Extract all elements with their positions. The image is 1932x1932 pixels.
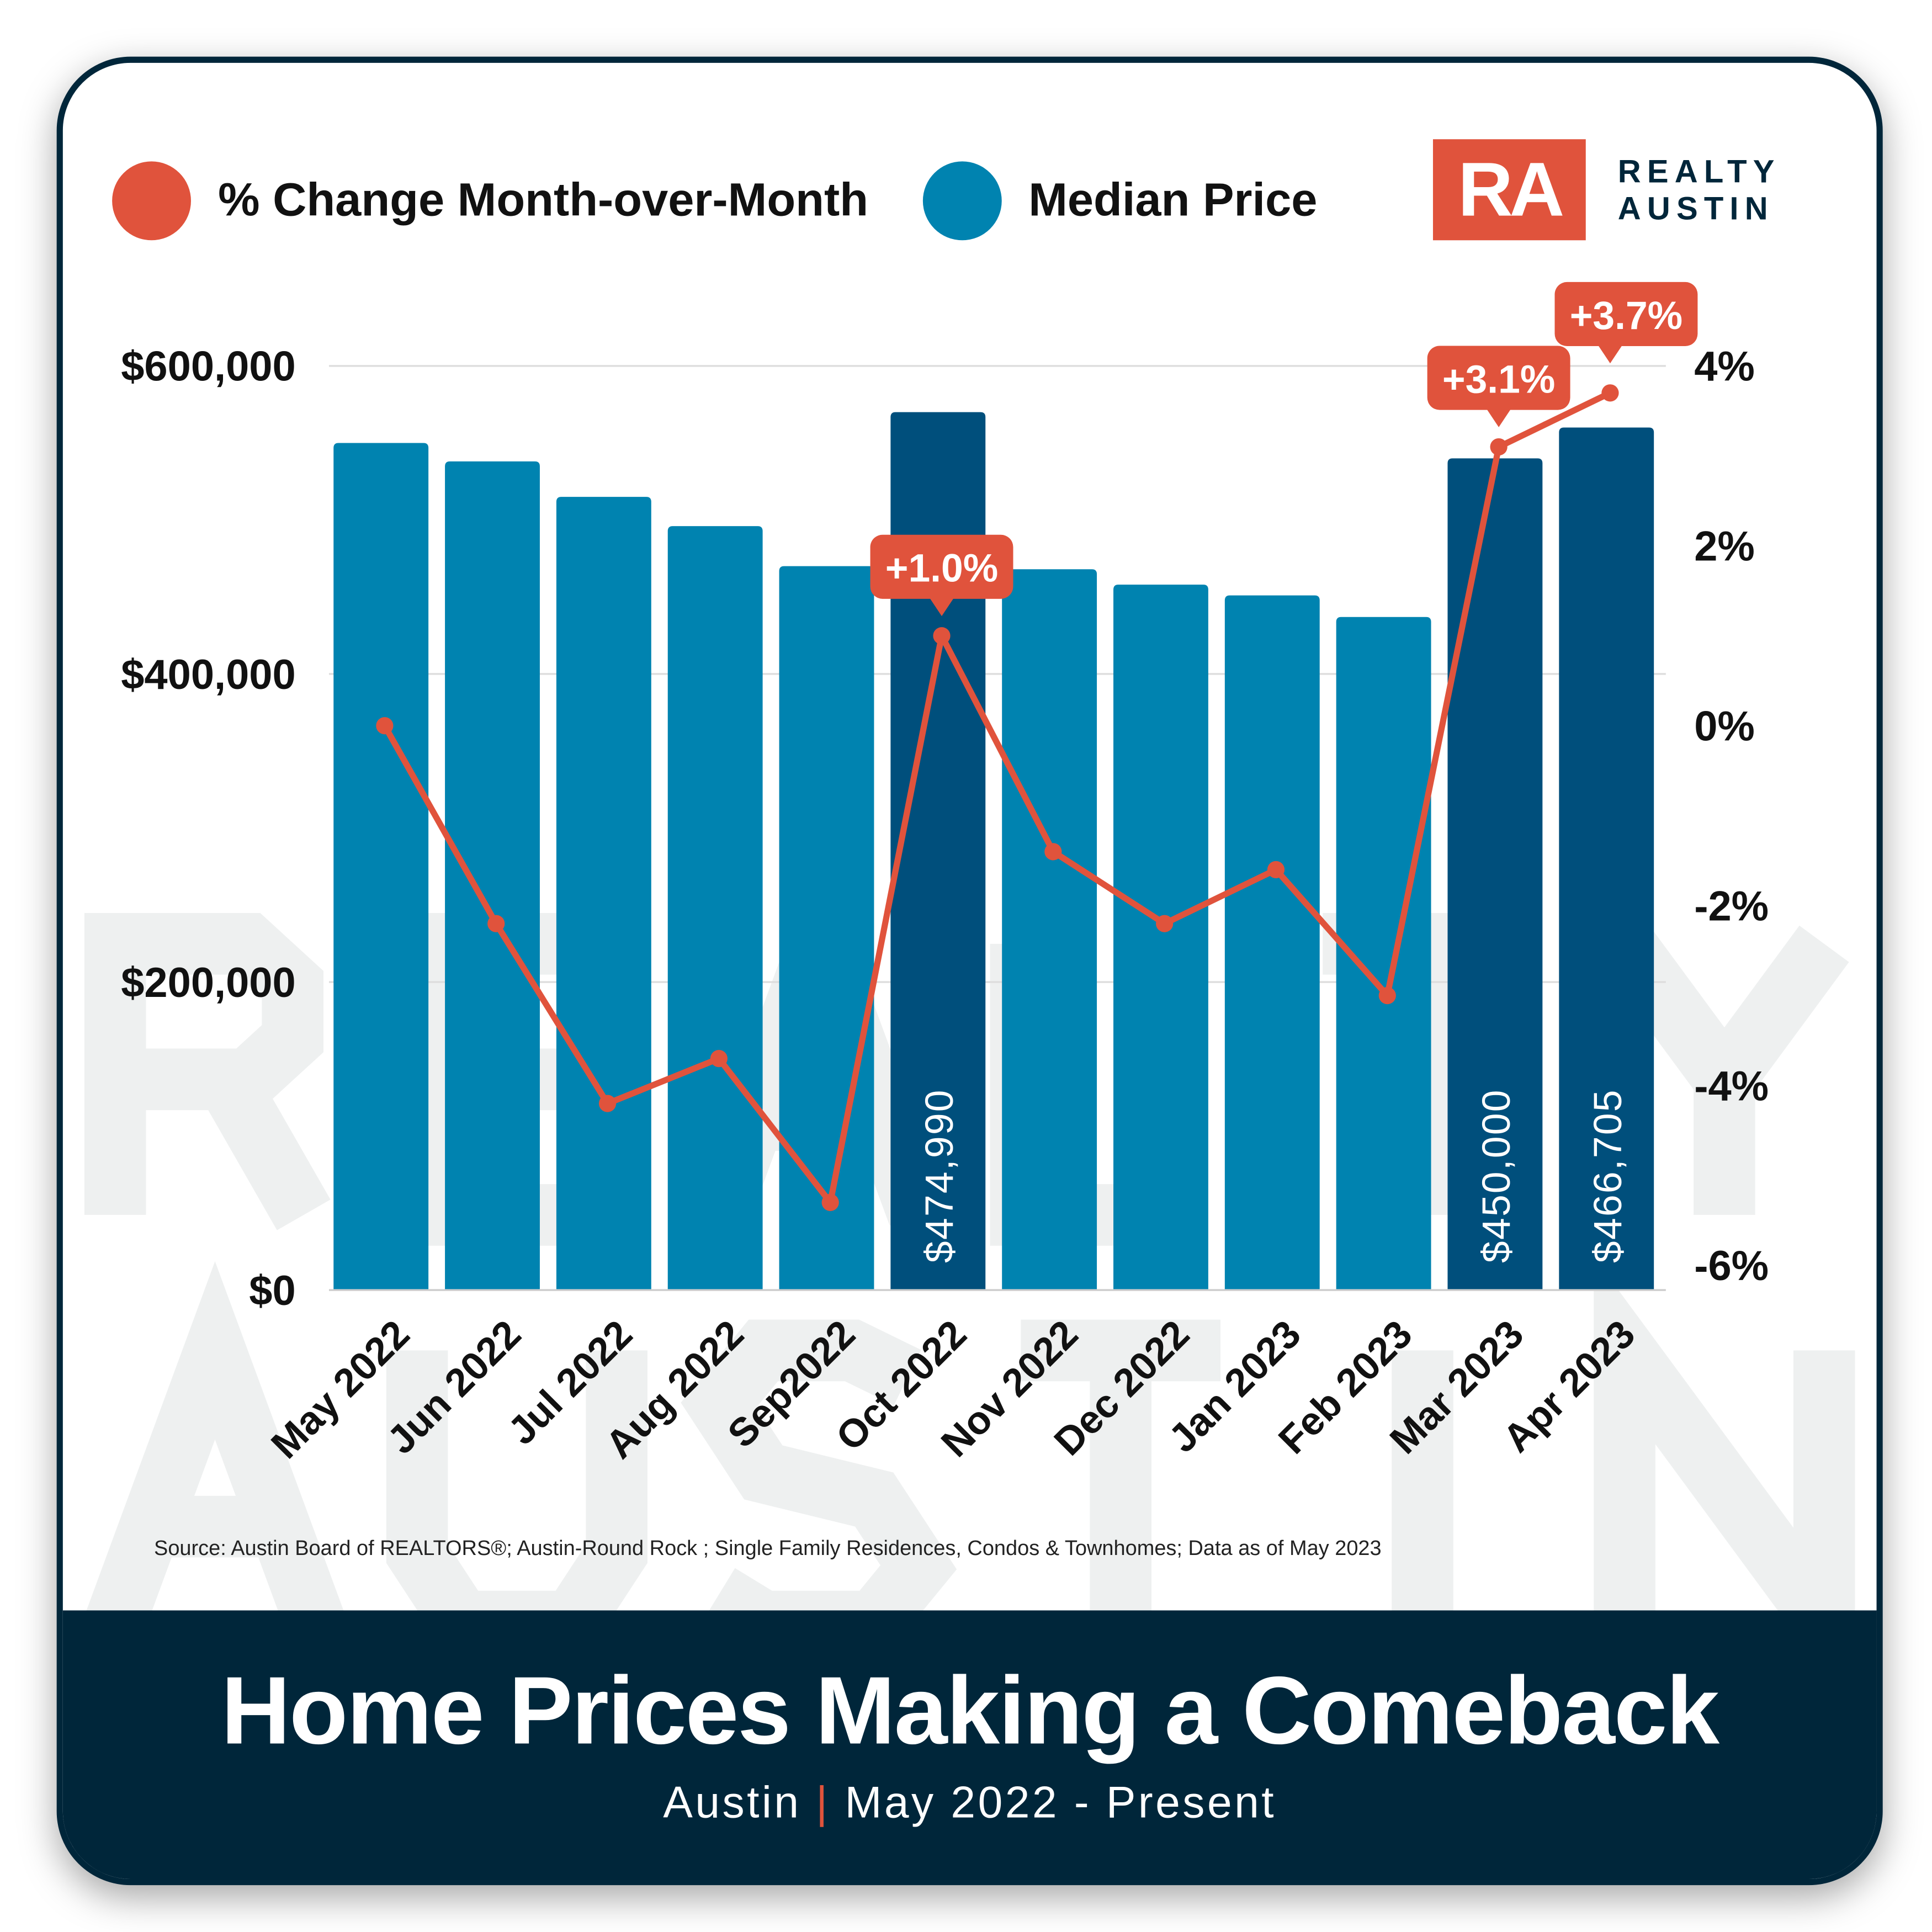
- bar-jan-2023: [1224, 595, 1320, 1291]
- legend: % Change Month-over-Month Median Price: [112, 161, 1318, 241]
- watermark-letter-stroke: [86, 1261, 344, 1632]
- change-point: [1044, 843, 1062, 861]
- change-line: [382, 390, 1612, 1206]
- change-callout-bubble: [1554, 282, 1698, 347]
- change-callout-pointer: [1597, 344, 1623, 364]
- bar-jun-2022: [445, 461, 540, 1291]
- bar-dec-2022: [1113, 585, 1208, 1291]
- subtitle-range: May 2022 - Present: [845, 1776, 1277, 1828]
- right-tick-label: -4%: [1694, 1063, 1769, 1110]
- change-point: [487, 915, 505, 932]
- change-point: [598, 1095, 617, 1112]
- change-point: [1601, 384, 1619, 402]
- right-tick-label: -6%: [1694, 1243, 1769, 1289]
- change-point: [376, 717, 394, 735]
- bar-value-label: $450,000: [1474, 1089, 1519, 1263]
- change-callout-label: +1.0%: [885, 546, 998, 591]
- legend-label-change: % Change Month-over-Month: [218, 174, 869, 226]
- right-tick-label: 2%: [1694, 523, 1755, 570]
- change-callout-label: +3.7%: [1570, 294, 1682, 338]
- right-tick-label: -2%: [1694, 883, 1769, 930]
- legend-label-price: Median Price: [1028, 174, 1318, 226]
- change-callout-pointer: [1486, 408, 1511, 427]
- bar-value-label: $474,990: [917, 1089, 962, 1263]
- change-point: [1378, 986, 1396, 1005]
- subtitle-place: Austin: [663, 1776, 802, 1828]
- change-point: [1156, 915, 1174, 932]
- bar-value-label: $466,705: [1586, 1089, 1630, 1263]
- bar-jul-2022: [556, 497, 651, 1291]
- change-point: [710, 1050, 728, 1068]
- main-title: Home Prices Making a Comeback: [221, 1655, 1719, 1765]
- logo-line1: REALTY: [1617, 152, 1781, 190]
- bar-aug-2022: [667, 526, 763, 1291]
- left-tick-label: $200,000: [121, 959, 295, 1006]
- right-tick-label: 4%: [1694, 343, 1755, 390]
- realty-austin-logo: RA REALTY AUSTIN: [1432, 139, 1781, 241]
- logo-mark: RA: [1432, 139, 1586, 241]
- bar-nov-2022: [1002, 569, 1097, 1291]
- change-point: [933, 627, 951, 645]
- bar-feb-2023: [1336, 617, 1431, 1291]
- bar-oct-2022: [890, 412, 986, 1291]
- subtitle: Austin | May 2022 - Present: [63, 1777, 1877, 1829]
- bar-may-2022: [333, 443, 429, 1291]
- left-tick-label: $600,000: [121, 343, 295, 390]
- bar-sep2022: [779, 566, 874, 1291]
- left-tick-label: $400,000: [121, 651, 295, 698]
- bar-mar-2023: [1447, 458, 1543, 1291]
- bar-apr-2023: [1559, 427, 1654, 1291]
- legend-swatch-price: [922, 161, 1002, 241]
- left-tick-label: $0: [249, 1267, 295, 1314]
- change-callout-bubble: [870, 534, 1013, 599]
- change-callout-label: +3.1%: [1442, 357, 1555, 401]
- watermark-letter-stroke: [1594, 1256, 1855, 1716]
- change-point: [1490, 438, 1508, 456]
- change-callout-pointer: [929, 597, 954, 617]
- right-tick-label: 0%: [1694, 703, 1755, 750]
- source-note: Source: Austin Board of REALTORS®; Austi…: [154, 1536, 1382, 1560]
- title-banner: Home Prices Making a Comeback Austin | M…: [62, 1610, 1877, 1880]
- watermark-letter-stroke: [199, 1064, 331, 1230]
- legend-swatch-change: [112, 161, 191, 241]
- change-point: [1267, 861, 1285, 879]
- change-point: [821, 1193, 839, 1211]
- change-callout-bubble: [1427, 346, 1570, 410]
- subtitle-separator: |: [816, 1776, 830, 1828]
- logo-line2: AUSTIN: [1617, 189, 1774, 227]
